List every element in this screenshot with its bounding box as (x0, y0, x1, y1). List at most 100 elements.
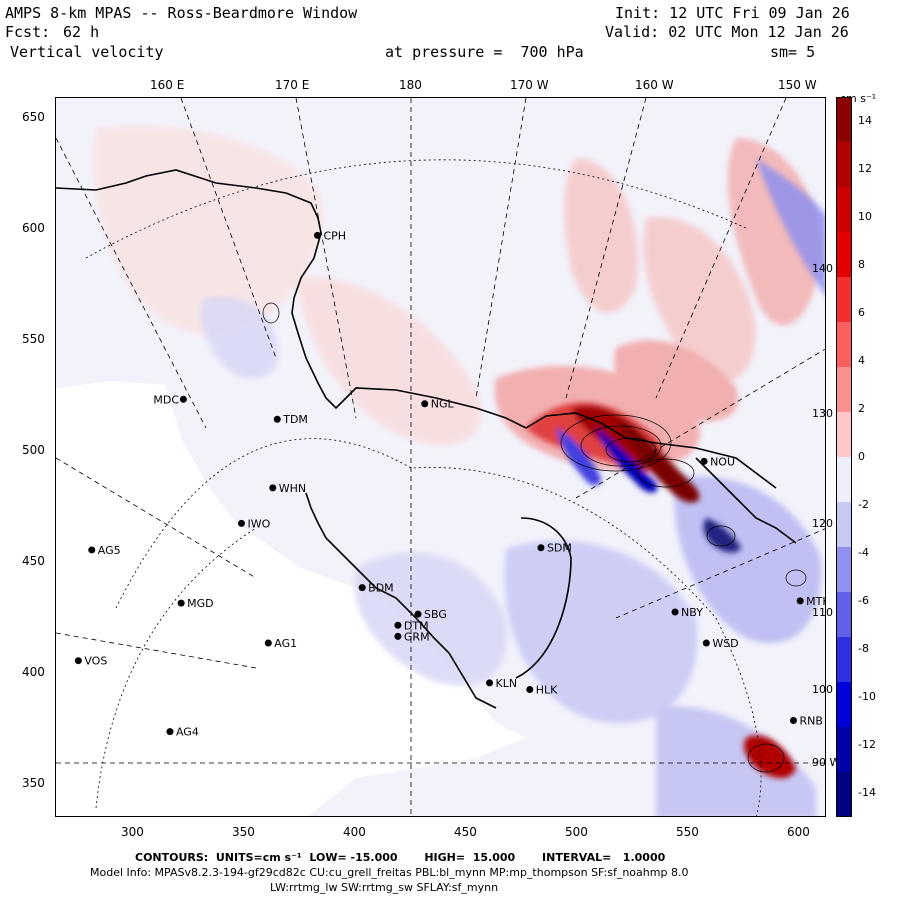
y-tick-400: 400 (22, 665, 45, 679)
station-marker-cph (313, 231, 321, 239)
y-tick-600: 600 (22, 221, 45, 235)
station-label-bdm: BDM (368, 582, 394, 595)
station-label-cph: CPH (323, 229, 346, 242)
y-tick-550: 550 (22, 332, 45, 346)
station-label-ag5: AG5 (98, 544, 121, 557)
x-tick-550: 550 (676, 825, 699, 839)
map-panel: CPH NGL MDC TDM WHN IWO AG5 SDM BDM MGD DTM SBG GRM N… (55, 97, 826, 817)
station-label-kln: KLN (496, 677, 518, 690)
x-tick-600: 600 (787, 825, 810, 839)
x-tick-400: 400 (343, 825, 366, 839)
colorbar-segment (836, 502, 852, 548)
station-marker-rnb (789, 717, 797, 725)
colorbar-tick-label: -6 (858, 594, 869, 607)
station-label-rnb: RNB (799, 715, 822, 728)
colorbar-segment (836, 682, 852, 728)
station-marker-mgd (177, 599, 185, 607)
x-tick-500: 500 (565, 825, 588, 839)
colorbar-tick-label: -12 (858, 738, 876, 751)
station-label-ngl: NGL (431, 398, 455, 411)
station-label-mgd: MGD (187, 597, 214, 610)
station-label-tdm: TDM (282, 413, 308, 426)
valid-time: Valid: 02 UTC Mon 12 Jan 26 (605, 23, 849, 41)
colorbar-segment (836, 97, 852, 143)
colorbar-segment (836, 367, 852, 413)
station-marker-ngl (421, 400, 429, 408)
station-marker-wsd (702, 639, 710, 647)
x-tick-350: 350 (232, 825, 255, 839)
station-marker-sdm (537, 544, 545, 552)
map-title: AMPS 8-km MPAS -- Ross-Beardmore Window (5, 4, 358, 22)
colorbar-segment (836, 232, 852, 278)
lon-label-160e: 160 E (150, 78, 185, 92)
station-marker-iwo (237, 519, 245, 527)
colorbar-border (836, 97, 852, 817)
station-marker-whn (269, 484, 277, 492)
station-label-ag4: AG4 (176, 726, 199, 739)
station-marker-kln (486, 679, 494, 687)
station-marker-grm (394, 632, 402, 640)
station-label-iwo: IWO (247, 517, 270, 530)
smoothing: sm= 5 (770, 43, 816, 61)
station-marker-bdm (358, 584, 366, 592)
colorbar-tick-label: 4 (858, 354, 865, 367)
station-label-mtk: MTK (806, 595, 826, 608)
model-info: Model Info: MPASv8.2.3-194-gf29cd82c CU:… (90, 866, 689, 879)
colorbar-segment (836, 592, 852, 638)
colorbar-tick-label: 10 (858, 210, 872, 223)
init-time: Init: 12 UTC Fri 09 Jan 26 (615, 4, 850, 22)
station-label-sdm: SDM (547, 542, 572, 555)
colorbar-segment (836, 637, 852, 683)
station-label-sbg: SBG (424, 608, 447, 621)
lon-label-90w: 90 W (812, 756, 841, 769)
colorbar-segment (836, 187, 852, 233)
y-tick-650: 650 (22, 110, 45, 124)
y-tick-450: 450 (22, 554, 45, 568)
station-marker-vos (74, 657, 82, 665)
station-marker-ag5 (88, 546, 96, 554)
y-tick-350: 350 (22, 776, 45, 790)
colorbar-tick-label: -2 (858, 498, 869, 511)
colorbar-segment (836, 412, 852, 458)
station-marker-mdc (179, 395, 187, 403)
colorbar-segment (836, 277, 852, 323)
lon-label-170e: 170 E (275, 78, 310, 92)
station-marker-tdm (273, 415, 281, 423)
lon-label-150w: 150 W (778, 78, 817, 92)
station-label-hlk: HLK (536, 684, 558, 697)
station-marker-mtk (796, 597, 804, 605)
forecast-label: Fcst: (5, 23, 51, 41)
station-marker-nby (671, 608, 679, 616)
station-label-grm: GRM (404, 630, 430, 643)
colorbar-tick-label: 12 (858, 162, 872, 175)
station-label-mdc: MDC (153, 393, 179, 406)
station-marker-ag4 (166, 728, 174, 736)
station-label-nou: NOU (710, 455, 735, 468)
station-marker-nou (700, 457, 708, 465)
colorbar-tick-label: -14 (858, 786, 876, 799)
colorbar-tick-label: 0 (858, 450, 865, 463)
colorbar-tick-label: 2 (858, 402, 865, 415)
colorbar-segment (836, 457, 852, 503)
station-marker-ag1 (264, 639, 272, 647)
lon-label-180: 180 (399, 78, 422, 92)
station-label-ag1: AG1 (274, 637, 297, 650)
colorbar-tick-label: 8 (858, 258, 865, 271)
station-label-vos: VOS (84, 655, 107, 668)
colorbar-segment (836, 322, 852, 368)
station-label-dtm: DTM (404, 619, 429, 632)
station-label-whn: WHN (279, 482, 306, 495)
x-tick-300: 300 (121, 825, 144, 839)
x-tick-450: 450 (454, 825, 477, 839)
colorbar-segment (836, 547, 852, 593)
station-marker-hlk (526, 686, 534, 694)
station-label-nby: NBY (681, 606, 703, 619)
forecast-hour: 62 h (63, 23, 100, 41)
lon-label-170w: 170 W (510, 78, 549, 92)
colorbar-tick-label: -4 (858, 546, 869, 559)
colorbar-tick-label: 14 (858, 114, 872, 127)
station-marker-dtm (394, 621, 402, 629)
colorbar-segment (836, 772, 852, 817)
model-info-physics: LW:rrtmg_lw SW:rrtmg_sw SFLAY:sf_mynn (270, 881, 499, 894)
colorbar-tick-label: -10 (858, 690, 876, 703)
